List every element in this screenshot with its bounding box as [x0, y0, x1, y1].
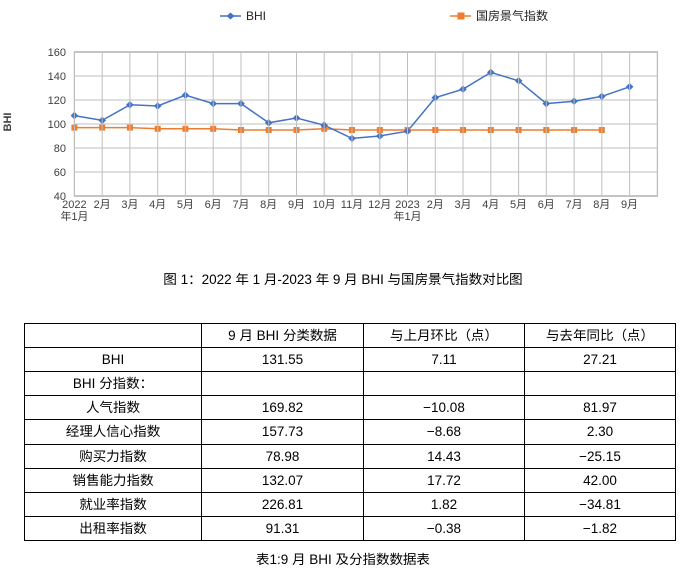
svg-text:年1月: 年1月: [60, 210, 88, 223]
svg-text:6月: 6月: [205, 199, 222, 211]
svg-text:5月: 5月: [177, 199, 194, 211]
svg-text:2022: 2022: [62, 199, 86, 211]
svg-text:7月: 7月: [566, 199, 583, 211]
svg-text:6月: 6月: [538, 199, 555, 211]
svg-text:8月: 8月: [593, 199, 610, 211]
svg-text:9月: 9月: [288, 199, 305, 211]
svg-text:5月: 5月: [510, 199, 527, 211]
svg-text:2月: 2月: [427, 199, 444, 211]
svg-text:11月: 11月: [341, 199, 363, 211]
svg-text:100: 100: [48, 119, 66, 131]
svg-text:80: 80: [54, 143, 66, 155]
svg-text:BHI: BHI: [246, 9, 266, 23]
svg-text:2月: 2月: [94, 199, 111, 211]
svg-text:3月: 3月: [454, 199, 471, 211]
svg-text:160: 160: [48, 47, 66, 59]
svg-text:140: 140: [48, 71, 66, 83]
svg-text:10月: 10月: [313, 199, 336, 211]
svg-text:60: 60: [54, 167, 66, 179]
svg-text:4月: 4月: [149, 199, 166, 211]
svg-text:120: 120: [48, 95, 66, 107]
svg-text:BHI: BHI: [2, 113, 14, 132]
svg-text:12月: 12月: [368, 199, 391, 211]
svg-text:4月: 4月: [482, 199, 499, 211]
svg-text:3月: 3月: [121, 199, 138, 211]
svg-text:国房景气指数: 国房景气指数: [476, 9, 548, 23]
svg-text:年1月: 年1月: [394, 210, 422, 223]
svg-text:8月: 8月: [260, 199, 277, 211]
svg-text:2023: 2023: [395, 199, 419, 211]
svg-text:7月: 7月: [232, 199, 249, 211]
svg-text:9月: 9月: [621, 199, 638, 211]
